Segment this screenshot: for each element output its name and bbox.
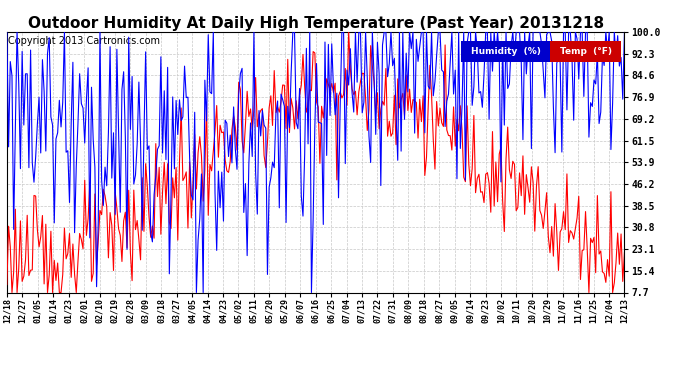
Text: Temp  (°F): Temp (°F) xyxy=(560,47,612,56)
Text: Copyright 2013 Cartronics.com: Copyright 2013 Cartronics.com xyxy=(8,36,159,46)
FancyBboxPatch shape xyxy=(551,41,622,62)
Title: Outdoor Humidity At Daily High Temperature (Past Year) 20131218: Outdoor Humidity At Daily High Temperatu… xyxy=(28,16,604,31)
FancyBboxPatch shape xyxy=(461,41,551,62)
Text: Humidity  (%): Humidity (%) xyxy=(471,47,540,56)
